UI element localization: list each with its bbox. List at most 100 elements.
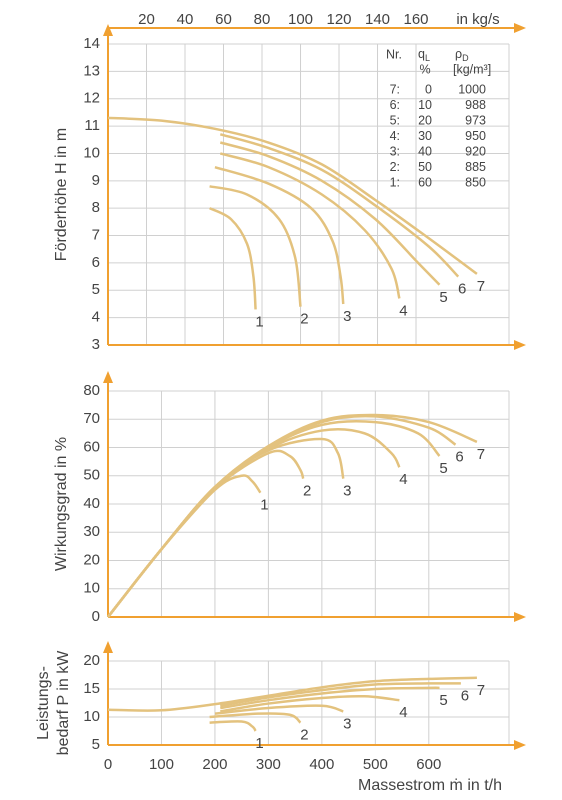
y-tick-label: 4 — [92, 309, 100, 326]
y-tick-label: 30 — [83, 523, 100, 540]
y-tick-label: 5 — [92, 736, 100, 753]
x2-axis-label: in kg/s — [456, 11, 499, 28]
axis-arrow — [514, 23, 526, 33]
x-tick-label: 100 — [149, 756, 174, 773]
table-cell: 0 — [425, 82, 432, 96]
y-tick-label: 20 — [83, 551, 100, 568]
curve — [214, 165, 345, 305]
axis-arrow — [514, 340, 526, 350]
y-tick-label: 9 — [92, 172, 100, 189]
curve — [219, 133, 460, 278]
table-cell: 10 — [418, 98, 432, 112]
x-tick-label: 500 — [363, 756, 388, 773]
curve — [107, 116, 478, 275]
axis-arrow — [103, 641, 113, 653]
y-axis-label: bedarf P in kW — [55, 650, 72, 756]
x-tick-label: 600 — [416, 756, 441, 773]
y-tick-label: 40 — [83, 495, 100, 512]
axis-arrow — [103, 371, 113, 383]
y-tick-label: 20 — [83, 652, 100, 669]
curve-label: 2 — [303, 483, 311, 500]
curve-label: 7 — [477, 682, 485, 699]
table-cell: 50 — [418, 160, 432, 174]
curve — [219, 152, 401, 299]
curve-label: 1 — [255, 735, 263, 752]
y-tick-label: 8 — [92, 199, 100, 216]
y-tick-label: 60 — [83, 438, 100, 455]
table-cell: 6: — [390, 98, 400, 112]
table-cell: 950 — [465, 129, 486, 143]
curve-label: 5 — [439, 692, 447, 709]
curve-label: 6 — [461, 687, 469, 704]
x-axis-label: Massestrom ṁ in t/h — [358, 777, 502, 794]
axis-arrow — [103, 24, 113, 36]
x-tick-label: 400 — [309, 756, 334, 773]
table-header: q — [418, 47, 425, 61]
y-tick-label: 0 — [92, 608, 100, 625]
table-header: % — [419, 62, 430, 76]
table-cell: 40 — [418, 144, 432, 158]
table-cell: 20 — [418, 113, 432, 127]
table-cell: 1000 — [458, 82, 486, 96]
y-tick-label: 11 — [84, 117, 100, 134]
y-tick-label: 14 — [83, 35, 100, 52]
table-header: Nr. — [386, 47, 402, 61]
x2-tick-label: 100 — [288, 11, 313, 28]
y-tick-label: 12 — [83, 90, 100, 107]
axis-arrow — [514, 740, 526, 750]
curve — [209, 720, 257, 732]
table-header: [kg/m³] — [453, 62, 491, 76]
curve — [107, 676, 477, 712]
table-cell: 5: — [390, 113, 400, 127]
y-tick-label: 50 — [83, 467, 100, 484]
curve-label: 6 — [458, 281, 466, 298]
x2-tick-label: 20 — [138, 11, 155, 28]
curve-label: 4 — [399, 471, 407, 488]
curve-label: 7 — [477, 278, 485, 295]
curve-label: 6 — [455, 449, 463, 466]
table-cell: 920 — [465, 144, 486, 158]
table-cell: 3: — [390, 144, 400, 158]
curve-label: 3 — [343, 483, 351, 500]
x2-tick-label: 120 — [326, 11, 351, 28]
table-header: L — [425, 53, 430, 63]
curve-label: 3 — [343, 308, 351, 325]
x2-tick-label: 60 — [215, 11, 232, 28]
curve — [220, 686, 440, 710]
table-cell: 4: — [390, 129, 400, 143]
table-header: ρD — [455, 47, 469, 63]
curve-label: 3 — [343, 715, 351, 732]
x-tick-label: 200 — [202, 756, 227, 773]
curve — [220, 694, 400, 713]
y-tick-label: 5 — [92, 281, 100, 298]
curve — [209, 185, 302, 307]
table-header: qL — [418, 47, 430, 63]
curve-label: 5 — [439, 460, 447, 477]
curve — [107, 413, 478, 618]
curve-label: 5 — [439, 289, 447, 306]
y-tick-label: 13 — [83, 62, 100, 79]
y-tick-label: 70 — [83, 410, 100, 427]
table-cell: 988 — [465, 98, 486, 112]
curve-label: 1 — [255, 313, 263, 330]
curve — [107, 474, 262, 618]
curve — [107, 437, 345, 618]
y-tick-label: 10 — [83, 144, 100, 161]
y-tick-label: 3 — [92, 336, 100, 353]
table-header: ρ — [455, 47, 462, 61]
curve-label: 4 — [399, 704, 407, 721]
curve — [220, 682, 461, 708]
curve — [209, 712, 302, 724]
table-cell: 30 — [418, 129, 432, 143]
table-cell: 2: — [390, 160, 400, 174]
table-header: D — [462, 53, 469, 63]
x2-tick-label: 160 — [404, 11, 429, 28]
y-tick-label: 80 — [83, 382, 100, 399]
axis-arrow — [514, 612, 526, 622]
x-tick-label: 300 — [256, 756, 281, 773]
curve-label: 1 — [260, 497, 268, 514]
y-axis-label: Leistungs- — [35, 666, 52, 740]
table-cell: 885 — [465, 160, 486, 174]
x2-tick-label: 80 — [254, 11, 271, 28]
